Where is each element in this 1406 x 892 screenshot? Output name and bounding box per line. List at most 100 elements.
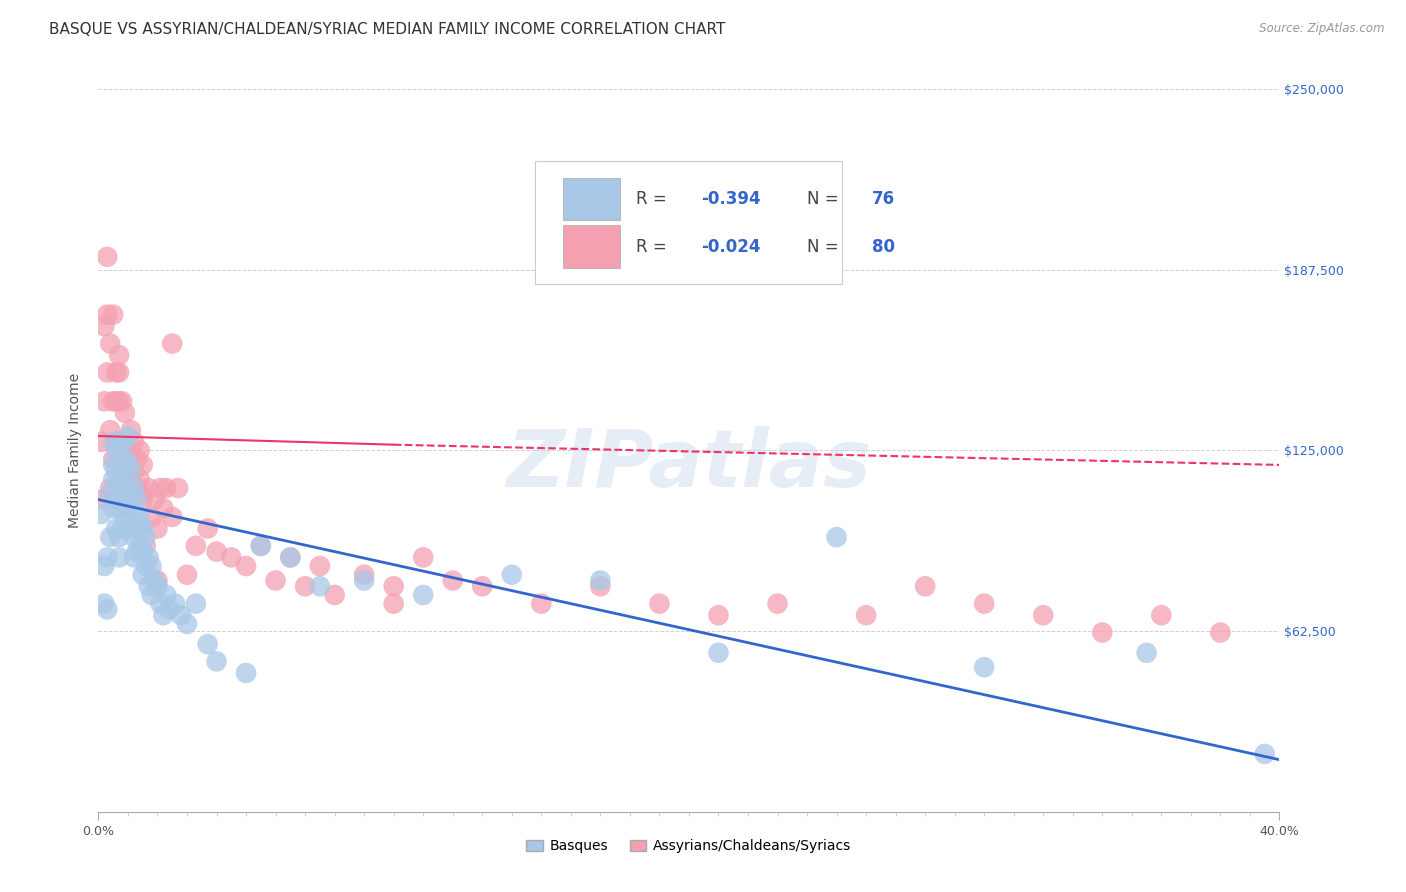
Assyrians/Chaldeans/Syriacs [855, 608, 877, 623]
Assyrians/Chaldeans/Syriacs [90, 434, 112, 449]
Basques [170, 608, 193, 623]
Basques [353, 574, 375, 588]
Basques [132, 521, 155, 535]
Basques [128, 539, 150, 553]
Basques [105, 492, 128, 507]
Assyrians/Chaldeans/Syriacs [98, 336, 121, 351]
Assyrians/Chaldeans/Syriacs [152, 501, 174, 516]
Assyrians/Chaldeans/Syriacs [111, 394, 134, 409]
Assyrians/Chaldeans/Syriacs [114, 481, 136, 495]
Assyrians/Chaldeans/Syriacs [111, 452, 134, 467]
Basques [157, 602, 180, 616]
Basques [309, 579, 332, 593]
Basques [98, 530, 121, 544]
Basques [250, 539, 273, 553]
Assyrians/Chaldeans/Syriacs [914, 579, 936, 593]
Basques [135, 559, 157, 574]
Basques [1254, 747, 1277, 761]
Assyrians/Chaldeans/Syriacs [120, 423, 142, 437]
Assyrians/Chaldeans/Syriacs [197, 521, 219, 535]
Assyrians/Chaldeans/Syriacs [1032, 608, 1054, 623]
Basques [105, 464, 128, 478]
Text: BASQUE VS ASSYRIAN/CHALDEAN/SYRIAC MEDIAN FAMILY INCOME CORRELATION CHART: BASQUE VS ASSYRIAN/CHALDEAN/SYRIAC MEDIA… [49, 22, 725, 37]
Assyrians/Chaldeans/Syriacs [128, 472, 150, 486]
Assyrians/Chaldeans/Syriacs [108, 366, 131, 380]
Assyrians/Chaldeans/Syriacs [530, 597, 553, 611]
Basques [96, 550, 118, 565]
Basques [111, 464, 134, 478]
Legend: Basques, Assyrians/Chaldeans/Syriacs: Basques, Assyrians/Chaldeans/Syriacs [520, 834, 858, 859]
Assyrians/Chaldeans/Syriacs [90, 492, 112, 507]
Assyrians/Chaldeans/Syriacs [122, 464, 145, 478]
Basques [90, 507, 112, 521]
Basques [825, 530, 848, 544]
Assyrians/Chaldeans/Syriacs [143, 492, 166, 507]
Assyrians/Chaldeans/Syriacs [122, 434, 145, 449]
Assyrians/Chaldeans/Syriacs [1209, 625, 1232, 640]
Basques [138, 550, 160, 565]
Text: R =: R = [636, 237, 672, 256]
Basques [122, 550, 145, 565]
Basques [125, 544, 148, 558]
Basques [125, 521, 148, 535]
Text: -0.024: -0.024 [700, 237, 761, 256]
Basques [125, 492, 148, 507]
Assyrians/Chaldeans/Syriacs [132, 458, 155, 472]
Assyrians/Chaldeans/Syriacs [125, 481, 148, 495]
Assyrians/Chaldeans/Syriacs [120, 443, 142, 458]
Assyrians/Chaldeans/Syriacs [138, 481, 160, 495]
Assyrians/Chaldeans/Syriacs [707, 608, 730, 623]
Assyrians/Chaldeans/Syriacs [441, 574, 464, 588]
Assyrians/Chaldeans/Syriacs [93, 394, 115, 409]
Assyrians/Chaldeans/Syriacs [1091, 625, 1114, 640]
Assyrians/Chaldeans/Syriacs [280, 550, 302, 565]
Basques [1136, 646, 1159, 660]
Basques [280, 550, 302, 565]
Assyrians/Chaldeans/Syriacs [96, 366, 118, 380]
Basques [155, 588, 177, 602]
Assyrians/Chaldeans/Syriacs [98, 423, 121, 437]
Assyrians/Chaldeans/Syriacs [117, 492, 139, 507]
Assyrians/Chaldeans/Syriacs [149, 481, 172, 495]
Text: -0.394: -0.394 [700, 190, 761, 208]
Basques [114, 452, 136, 467]
Assyrians/Chaldeans/Syriacs [93, 319, 115, 334]
FancyBboxPatch shape [562, 178, 620, 220]
Basques [117, 429, 139, 443]
Basques [141, 588, 163, 602]
Assyrians/Chaldeans/Syriacs [105, 394, 128, 409]
Assyrians/Chaldeans/Syriacs [382, 597, 405, 611]
Assyrians/Chaldeans/Syriacs [132, 487, 155, 501]
Basques [103, 501, 125, 516]
Basques [184, 597, 207, 611]
Basques [205, 655, 228, 669]
Basques [111, 492, 134, 507]
Basques [589, 574, 612, 588]
Basques [117, 501, 139, 516]
Basques [146, 579, 169, 593]
Basques [122, 510, 145, 524]
Assyrians/Chaldeans/Syriacs [141, 510, 163, 524]
Assyrians/Chaldeans/Syriacs [412, 550, 434, 565]
Basques [122, 481, 145, 495]
Text: N =: N = [807, 190, 844, 208]
Basques [103, 472, 125, 486]
Basques [707, 646, 730, 660]
Basques [117, 481, 139, 495]
Basques [120, 492, 142, 507]
Assyrians/Chaldeans/Syriacs [309, 559, 332, 574]
Assyrians/Chaldeans/Syriacs [766, 597, 789, 611]
Assyrians/Chaldeans/Syriacs [323, 588, 346, 602]
Assyrians/Chaldeans/Syriacs [103, 452, 125, 467]
Assyrians/Chaldeans/Syriacs [117, 464, 139, 478]
Assyrians/Chaldeans/Syriacs [96, 250, 118, 264]
Basques [96, 602, 118, 616]
Basques [114, 510, 136, 524]
Basques [98, 487, 121, 501]
Basques [117, 458, 139, 472]
Basques [135, 530, 157, 544]
Assyrians/Chaldeans/Syriacs [125, 452, 148, 467]
Text: N =: N = [807, 237, 844, 256]
Assyrians/Chaldeans/Syriacs [294, 579, 316, 593]
Assyrians/Chaldeans/Syriacs [96, 308, 118, 322]
